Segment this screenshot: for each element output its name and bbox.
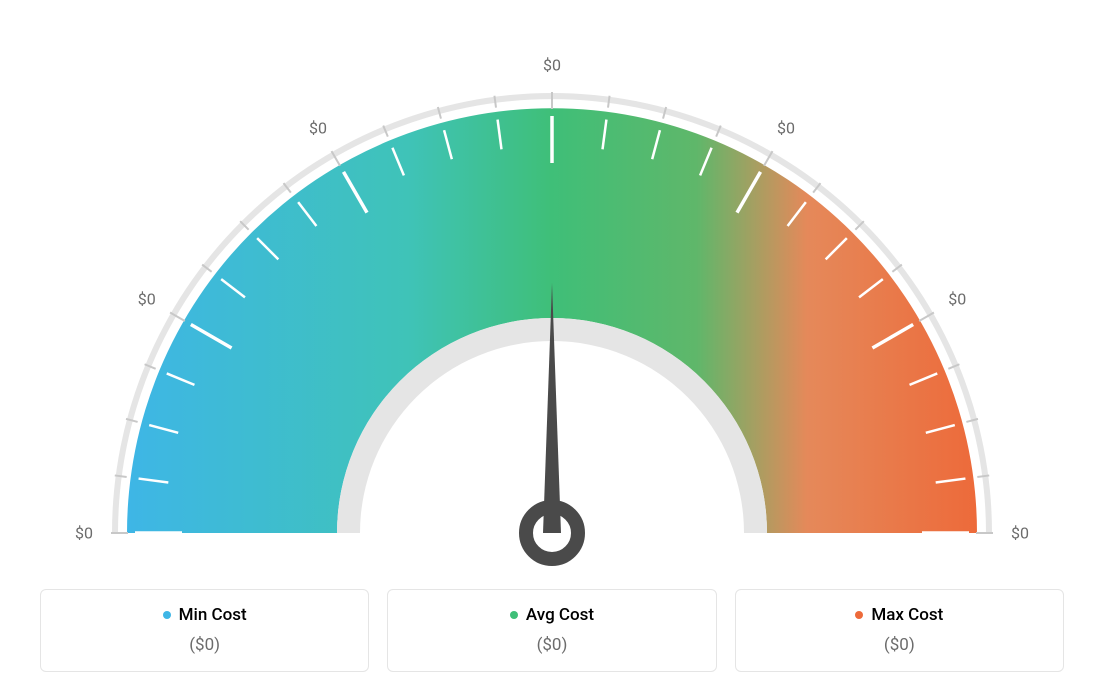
gauge-tick-label: $0 xyxy=(543,56,561,75)
legend-text-min: Min Cost xyxy=(179,605,247,625)
legend-card-max: Max Cost ($0) xyxy=(735,589,1064,672)
gauge-chart: $0 $0 $0 $0 $0 $0 $0 xyxy=(0,0,1104,560)
legend-dot-avg xyxy=(510,611,518,619)
gauge-tick-label: $0 xyxy=(1011,524,1029,543)
gauge-tick-label: $0 xyxy=(309,118,327,137)
legend-card-min: Min Cost ($0) xyxy=(40,589,369,672)
gauge-tick-label: $0 xyxy=(777,118,795,137)
gauge-svg xyxy=(22,10,1082,568)
legend-value-avg: ($0) xyxy=(388,635,715,655)
legend-text-avg: Avg Cost xyxy=(526,605,594,625)
legend-dot-min xyxy=(163,611,171,619)
legend-card-avg: Avg Cost ($0) xyxy=(387,589,716,672)
legend-label-avg: Avg Cost xyxy=(510,605,594,625)
legend-label-max: Max Cost xyxy=(855,605,943,625)
legend-label-min: Min Cost xyxy=(163,605,247,625)
gauge-tick-label: $0 xyxy=(75,524,93,543)
legend-value-max: ($0) xyxy=(736,635,1063,655)
legend-text-max: Max Cost xyxy=(871,605,943,625)
legend-row: Min Cost ($0) Avg Cost ($0) Max Cost ($0… xyxy=(0,589,1104,672)
legend-value-min: ($0) xyxy=(41,635,368,655)
gauge-tick-label: $0 xyxy=(948,290,966,309)
legend-dot-max xyxy=(855,611,863,619)
gauge-tick-label: $0 xyxy=(138,290,156,309)
